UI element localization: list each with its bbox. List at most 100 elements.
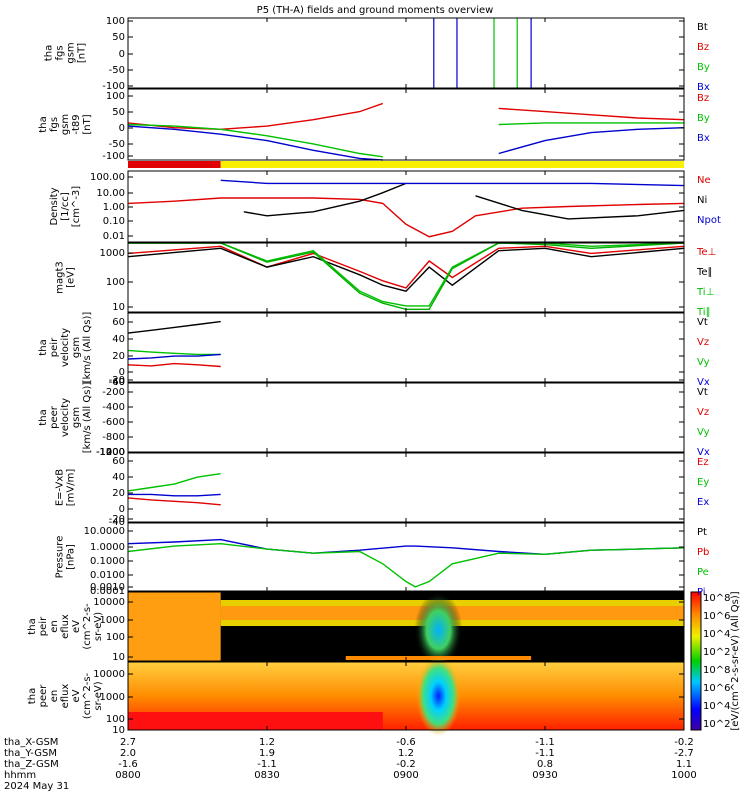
legend-Ex: Ex bbox=[697, 497, 709, 508]
y-axis-label: [nT] bbox=[77, 43, 88, 63]
legend-By: By bbox=[697, 62, 710, 73]
series-Ez bbox=[127, 497, 221, 506]
y-tick-label: -50 bbox=[109, 139, 125, 150]
axis-row-value: 2.7 bbox=[120, 737, 136, 748]
y-tick-label: 0.0010 bbox=[90, 582, 125, 593]
chart-title: P5 (TH-A) fields and ground moments over… bbox=[257, 5, 494, 16]
y-tick-label: 100 bbox=[106, 277, 125, 288]
y-tick-label: 50 bbox=[112, 32, 125, 43]
axis-row-value: -1.1 bbox=[535, 748, 555, 759]
colorbar-tick: 10^6 bbox=[703, 683, 730, 694]
y-tick-label: -20 bbox=[109, 514, 125, 525]
y-axis-label: velocity bbox=[60, 398, 71, 437]
y-axis-label: [nPa] bbox=[66, 544, 77, 570]
series-Pi bbox=[127, 538, 685, 556]
axis-row-label: tha_Y-GSM bbox=[4, 748, 57, 759]
y-axis-label: gsm bbox=[71, 337, 82, 358]
mode-bar-slow bbox=[128, 161, 221, 168]
y-tick-label: 1000 bbox=[100, 248, 125, 259]
y-tick-label: -60 bbox=[109, 377, 125, 388]
y-axis-label: fgs bbox=[55, 45, 66, 60]
axis-row-value: 0.8 bbox=[537, 759, 553, 770]
colorbar-tick: 10^8 bbox=[703, 593, 730, 604]
y-tick-label: 0 bbox=[119, 504, 125, 515]
y-axis-label: (cm^2-s- bbox=[82, 603, 93, 650]
y-tick-label: 10.00 bbox=[96, 188, 125, 199]
series-Ex bbox=[128, 493, 221, 497]
y-axis-label: gsm bbox=[60, 114, 71, 135]
panel-frame-efield bbox=[127, 452, 685, 523]
legend-Npot: Npot bbox=[697, 215, 721, 226]
axis-row-value: 0930 bbox=[532, 770, 557, 781]
y-tick-label: 60 bbox=[112, 317, 125, 328]
y-tick-label: 0.0001 bbox=[90, 586, 125, 597]
y-axis-label: magt3 bbox=[55, 261, 66, 294]
axis-row-value: 1.2 bbox=[259, 737, 275, 748]
y-tick-label: 1.0000 bbox=[90, 542, 125, 553]
legend-Ti∥: Ti∥ bbox=[696, 307, 711, 318]
axis-row-label: hhmm bbox=[4, 770, 36, 781]
y-axis-label: eV bbox=[71, 620, 82, 633]
y-tick-label: 0.0100 bbox=[90, 570, 125, 581]
panel-frame-peer_velocity bbox=[127, 382, 685, 453]
y-axis-label: eflux bbox=[60, 614, 71, 639]
y-tick-label: 60 bbox=[112, 456, 125, 467]
legend-Vz: Vz bbox=[697, 407, 709, 418]
y-axis-label: peer bbox=[49, 405, 60, 429]
series-Te∥ bbox=[127, 247, 685, 292]
y-axis-label: -t89 bbox=[71, 114, 82, 134]
y-tick-label: 0 bbox=[119, 49, 125, 60]
y-axis-label: (cm^2-s- bbox=[82, 672, 93, 719]
y-axis-label: en bbox=[49, 690, 60, 703]
y-axis-label: [km/s (All Qs)] bbox=[82, 382, 93, 454]
legend-Vt: Vt bbox=[697, 317, 708, 328]
y-tick-label: -50 bbox=[109, 65, 125, 76]
axis-row-label: tha_Z-GSM bbox=[4, 759, 59, 770]
y-axis-label: tha bbox=[38, 339, 49, 355]
legend-Vy: Vy bbox=[697, 427, 710, 438]
legend-Pe: Pe bbox=[697, 567, 709, 578]
axis-row-value: -1.1 bbox=[535, 737, 555, 748]
series-Vy bbox=[127, 349, 221, 356]
legend-Ez: Ez bbox=[697, 457, 709, 468]
axis-row-value: 1.1 bbox=[676, 759, 692, 770]
colorbar-tick: 10^2 bbox=[703, 719, 730, 730]
y-tick-label: 10000 bbox=[93, 597, 125, 608]
colorbar-tick: 10^4 bbox=[703, 701, 730, 712]
spectrogram-ion-core bbox=[414, 592, 463, 668]
legend-Pb: Pb bbox=[697, 547, 709, 558]
y-tick-label: 100 bbox=[106, 91, 125, 102]
legend-Pt: Pt bbox=[697, 527, 707, 538]
y-tick-label: -800 bbox=[102, 432, 125, 443]
colorbar bbox=[690, 591, 702, 731]
panel-frame-fgs_gsm_t89 bbox=[127, 88, 685, 161]
y-axis-label: Pressure bbox=[55, 536, 66, 579]
y-tick-label: -40 bbox=[109, 517, 125, 528]
y-tick-label: 10000 bbox=[93, 669, 125, 680]
y-tick-label: -200 bbox=[102, 387, 125, 398]
y-tick-label: 10 bbox=[112, 302, 125, 313]
axis-row-label: tha_X-GSM bbox=[4, 737, 58, 748]
series-Pe bbox=[127, 542, 685, 588]
legend-Te⊥: Te⊥ bbox=[696, 247, 716, 258]
axis-row-value: 0830 bbox=[254, 770, 279, 781]
spectrogram-ion-slow bbox=[128, 592, 221, 661]
y-axis-label: E=-VxB bbox=[55, 469, 66, 506]
y-tick-label: 10.0000 bbox=[84, 526, 125, 537]
series-Bx bbox=[127, 125, 685, 161]
legend-Bz: Bz bbox=[697, 93, 709, 104]
y-tick-label: -100 bbox=[102, 151, 125, 162]
y-axis-label: sr-eV) bbox=[93, 681, 104, 710]
y-axis-label: [eV] bbox=[66, 267, 77, 288]
panel-frame-fgs_gsm bbox=[127, 17, 685, 89]
panel-frame-density bbox=[127, 170, 685, 243]
y-tick-label: 0.01 bbox=[103, 231, 125, 242]
y-tick-label: 100 bbox=[106, 16, 125, 27]
y-tick-label: 20 bbox=[112, 351, 125, 362]
axis-row-value: -2.7 bbox=[674, 748, 694, 759]
y-axis-label: tha bbox=[27, 618, 38, 634]
y-tick-label: -400 bbox=[102, 402, 125, 413]
legend-Te∥: Te∥ bbox=[696, 267, 713, 278]
axis-row-value: -0.2 bbox=[396, 759, 416, 770]
